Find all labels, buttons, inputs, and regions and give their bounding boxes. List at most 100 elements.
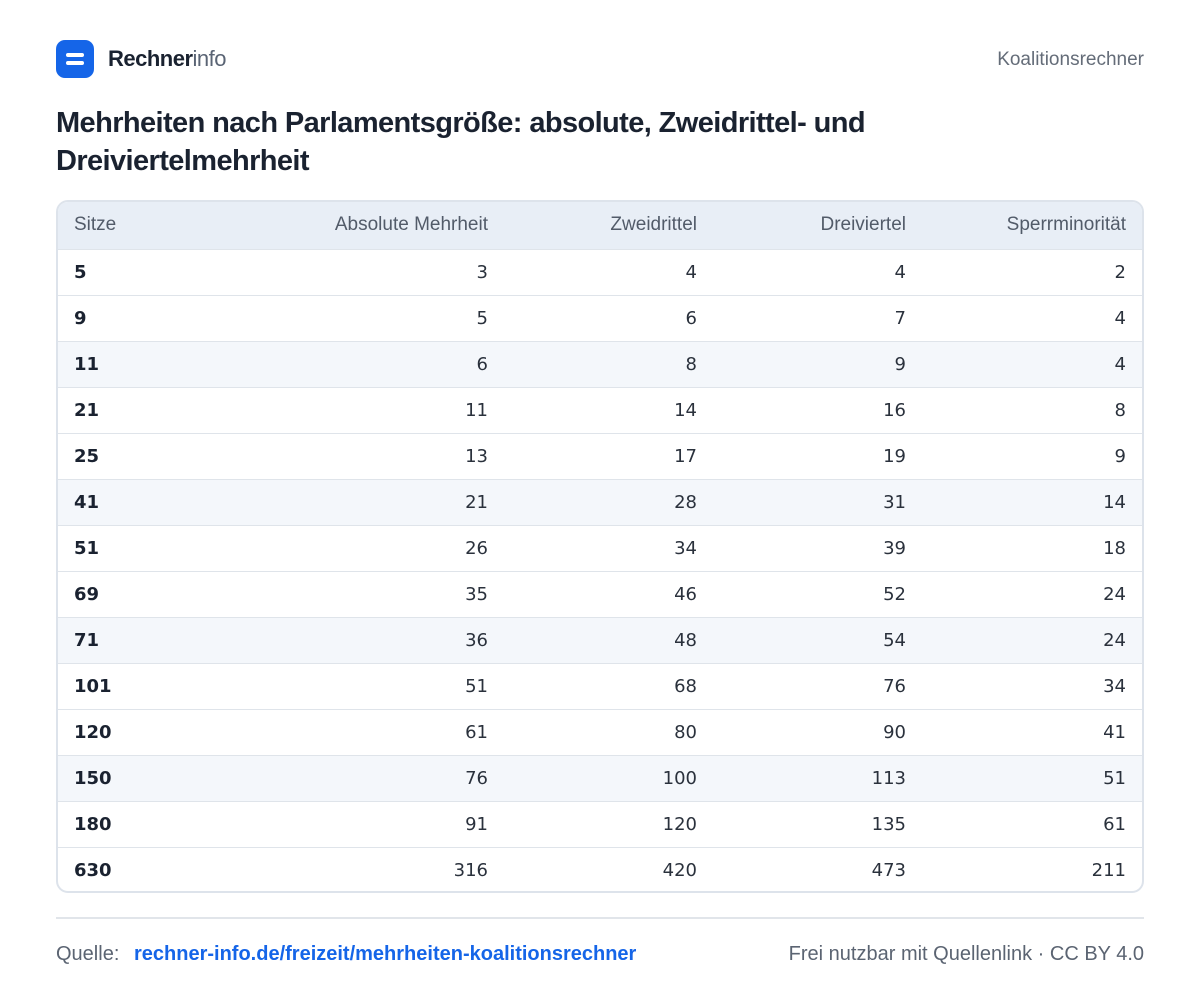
cell-dreiviertel: 76 bbox=[883, 675, 906, 697]
cell-absolute-mehrheit: 21 bbox=[465, 491, 488, 513]
cell-sperrminoritaet: 24 bbox=[1103, 629, 1126, 651]
table-row: 101 51 68 76 34 bbox=[58, 663, 1142, 709]
cell-dreiviertel: 90 bbox=[883, 721, 906, 743]
cell-sperrminoritaet: 9 bbox=[1114, 445, 1126, 467]
cell-zweidrittel: 8 bbox=[685, 353, 697, 375]
cell-sperrminoritaet: 51 bbox=[1103, 767, 1126, 789]
cell-zweidrittel: 14 bbox=[674, 399, 697, 421]
cell-absolute-mehrheit: 91 bbox=[465, 813, 488, 835]
cell-dreiviertel: 19 bbox=[883, 445, 906, 467]
cell-sitze: 101 bbox=[74, 675, 112, 697]
table-row: 71 36 48 54 24 bbox=[58, 617, 1142, 663]
cell-zweidrittel: 28 bbox=[674, 491, 697, 513]
cell-absolute-mehrheit: 61 bbox=[465, 721, 488, 743]
cell-zweidrittel: 4 bbox=[685, 261, 697, 283]
cell-absolute-mehrheit: 11 bbox=[465, 399, 488, 421]
cell-sitze: 120 bbox=[74, 721, 112, 743]
cell-absolute-mehrheit: 13 bbox=[465, 445, 488, 467]
cell-sperrminoritaet: 18 bbox=[1103, 537, 1126, 559]
cell-sperrminoritaet: 8 bbox=[1114, 399, 1126, 421]
cell-absolute-mehrheit: 6 bbox=[476, 353, 488, 375]
cell-sitze: 41 bbox=[74, 491, 100, 513]
table-row: 69 35 46 52 24 bbox=[58, 571, 1142, 617]
table-row: 5 3 4 4 2 bbox=[58, 249, 1142, 295]
majority-table: Sitze Absolute Mehrheit Zweidrittel Dreivie… bbox=[58, 202, 1142, 891]
cell-dreiviertel: 54 bbox=[883, 629, 906, 651]
table-row: 150 76 100 113 51 bbox=[58, 755, 1142, 801]
koalitionsrechner-link[interactable]: Koalitionsrechner bbox=[997, 49, 1144, 70]
cell-dreiviertel: 52 bbox=[883, 583, 906, 605]
table-header-row: Sitze Absolute Mehrheit Zweidrittel Dreivie… bbox=[58, 202, 1142, 249]
cell-dreiviertel: 113 bbox=[871, 767, 906, 789]
cell-sperrminoritaet: 4 bbox=[1114, 353, 1126, 375]
cell-sitze: 69 bbox=[74, 583, 100, 605]
cell-zweidrittel: 48 bbox=[674, 629, 697, 651]
page-header: Rechnerinfo Koalitionsrechner bbox=[56, 40, 1144, 78]
cell-sitze: 21 bbox=[74, 399, 100, 421]
cell-absolute-mehrheit: 3 bbox=[476, 261, 488, 283]
cell-sitze: 11 bbox=[74, 353, 100, 375]
cell-sitze: 150 bbox=[74, 767, 112, 789]
table-row: 41 21 28 31 14 bbox=[58, 479, 1142, 525]
cell-dreiviertel: 7 bbox=[894, 307, 906, 329]
cell-sitze: 630 bbox=[74, 859, 112, 881]
cell-absolute-mehrheit: 26 bbox=[465, 537, 488, 559]
cell-zweidrittel: 68 bbox=[674, 675, 697, 697]
column-header-zweidrittel: Zweidrittel bbox=[610, 214, 697, 236]
cell-sperrminoritaet: 41 bbox=[1103, 721, 1126, 743]
cell-absolute-mehrheit: 51 bbox=[465, 675, 488, 697]
cell-dreiviertel: 4 bbox=[894, 261, 906, 283]
table-row: 51 26 34 39 18 bbox=[58, 525, 1142, 571]
cell-zweidrittel: 420 bbox=[662, 859, 697, 881]
cell-dreiviertel: 135 bbox=[871, 813, 906, 835]
cell-zweidrittel: 80 bbox=[674, 721, 697, 743]
cell-zweidrittel: 120 bbox=[662, 813, 697, 835]
footer-divider bbox=[56, 917, 1144, 919]
cell-sperrminoritaet: 4 bbox=[1114, 307, 1126, 329]
table-body: 5 3 4 4 2 9 5 6 7 4 11 6 8 9 4 21 11 14 16 8 25 13 17 19 9 41 21 28… bbox=[58, 249, 1142, 891]
page-title: Mehrheiten nach Parlamentsgröße: absolut… bbox=[56, 107, 866, 177]
cell-sperrminoritaet: 14 bbox=[1103, 491, 1126, 513]
source-link[interactable]: rechner-info.de/freizeit/mehrheiten-koal… bbox=[134, 943, 637, 965]
cell-sitze: 51 bbox=[74, 537, 100, 559]
cell-absolute-mehrheit: 76 bbox=[465, 767, 488, 789]
column-header-absolute-mehrheit: Absolute Mehrheit bbox=[334, 214, 488, 236]
cell-sitze: 71 bbox=[74, 629, 100, 651]
cell-sitze: 180 bbox=[74, 813, 112, 835]
cell-dreiviertel: 473 bbox=[871, 859, 906, 881]
cell-dreiviertel: 39 bbox=[883, 537, 906, 559]
cell-zweidrittel: 6 bbox=[685, 307, 697, 329]
cell-sperrminoritaet: 2 bbox=[1114, 261, 1126, 283]
cell-dreiviertel: 9 bbox=[894, 353, 906, 375]
cell-zweidrittel: 17 bbox=[674, 445, 697, 467]
source-label: Quelle: bbox=[56, 943, 120, 965]
brand-name-strong: Rechner bbox=[108, 46, 193, 71]
rechnerinfo-logo-icon bbox=[56, 40, 94, 78]
column-header-sitze: Sitze bbox=[74, 214, 117, 236]
cell-absolute-mehrheit: 36 bbox=[465, 629, 488, 651]
cell-dreiviertel: 16 bbox=[883, 399, 906, 421]
cell-sperrminoritaet: 34 bbox=[1103, 675, 1126, 697]
table-row: 21 11 14 16 8 bbox=[58, 387, 1142, 433]
cell-absolute-mehrheit: 35 bbox=[465, 583, 488, 605]
cell-zweidrittel: 34 bbox=[674, 537, 697, 559]
brand-logo-link[interactable]: Rechnerinfo bbox=[56, 40, 227, 78]
cell-zweidrittel: 46 bbox=[674, 583, 697, 605]
page-footer: Quelle: rechner-info.de/freizeit/mehrhei… bbox=[56, 943, 1144, 971]
table-row: 120 61 80 90 41 bbox=[58, 709, 1142, 755]
cell-zweidrittel: 100 bbox=[662, 767, 697, 789]
cell-sitze: 25 bbox=[74, 445, 100, 467]
table-row: 25 13 17 19 9 bbox=[58, 433, 1142, 479]
table-row: 630 316 420 473 211 bbox=[58, 847, 1142, 891]
table-row: 11 6 8 9 4 bbox=[58, 341, 1142, 387]
cell-absolute-mehrheit: 316 bbox=[453, 859, 488, 881]
cell-sitze: 5 bbox=[74, 261, 87, 283]
column-header-sperrminoritaet: Sperrminorität bbox=[1006, 214, 1126, 236]
cell-sitze: 9 bbox=[74, 307, 87, 329]
table-row: 9 5 6 7 4 bbox=[58, 295, 1142, 341]
cell-dreiviertel: 31 bbox=[883, 491, 906, 513]
brand-name: Rechnerinfo bbox=[108, 46, 227, 72]
table-row: 180 91 120 135 61 bbox=[58, 801, 1142, 847]
cell-sperrminoritaet: 61 bbox=[1103, 813, 1126, 835]
cell-absolute-mehrheit: 5 bbox=[476, 307, 488, 329]
